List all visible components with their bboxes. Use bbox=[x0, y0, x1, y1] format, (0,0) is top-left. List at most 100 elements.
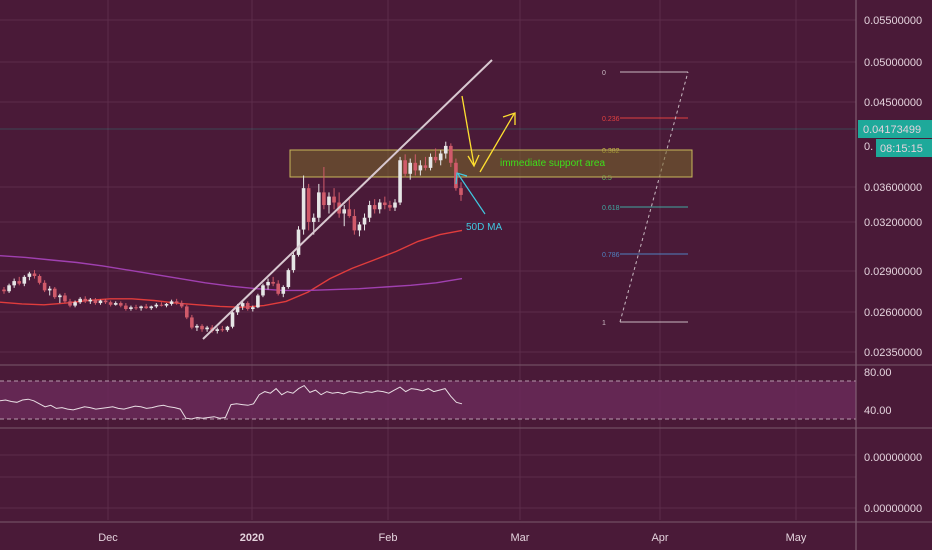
candle-body[interactable] bbox=[185, 306, 189, 318]
candle-body[interactable] bbox=[98, 300, 103, 304]
candle-body[interactable] bbox=[383, 202, 387, 206]
candle-body[interactable] bbox=[245, 303, 250, 309]
candle-body[interactable] bbox=[251, 307, 255, 309]
candle-body[interactable] bbox=[37, 276, 42, 283]
candle-body[interactable] bbox=[454, 162, 458, 189]
candle-body[interactable] bbox=[68, 301, 72, 306]
candle-body[interactable] bbox=[149, 306, 154, 309]
candle-body[interactable] bbox=[408, 162, 413, 174]
candle-body[interactable] bbox=[256, 295, 260, 308]
candle-body[interactable] bbox=[42, 282, 47, 291]
yellow-arrow-up[interactable] bbox=[479, 113, 515, 173]
candle-body[interactable] bbox=[352, 216, 357, 231]
candle-body[interactable] bbox=[88, 299, 93, 302]
candle-body[interactable] bbox=[154, 304, 159, 307]
candle-body[interactable] bbox=[332, 196, 336, 203]
candle-body[interactable] bbox=[169, 301, 174, 304]
uptrend-line[interactable] bbox=[202, 59, 493, 340]
candle-body[interactable] bbox=[164, 303, 169, 306]
candle-body[interactable] bbox=[311, 217, 316, 222]
candle-body[interactable] bbox=[438, 153, 443, 161]
candle-body[interactable] bbox=[225, 326, 230, 331]
candle-body[interactable] bbox=[12, 281, 16, 286]
candle-body[interactable] bbox=[347, 209, 352, 217]
candle-body[interactable] bbox=[63, 295, 67, 302]
candle-body[interactable] bbox=[306, 188, 311, 222]
candle-body[interactable] bbox=[286, 270, 291, 288]
candle-body[interactable] bbox=[296, 229, 301, 255]
candle-body[interactable] bbox=[393, 202, 397, 208]
yellow-arrow-down[interactable] bbox=[461, 95, 475, 166]
candle-body[interactable] bbox=[398, 160, 402, 203]
candle-body[interactable] bbox=[413, 162, 418, 171]
candle-body[interactable] bbox=[17, 281, 22, 284]
candle-body[interactable] bbox=[7, 285, 11, 292]
candle-body[interactable] bbox=[367, 205, 372, 218]
candle-body[interactable] bbox=[266, 281, 270, 286]
candle-body[interactable] bbox=[342, 209, 347, 214]
candle-body[interactable] bbox=[327, 196, 331, 206]
candle-body[interactable] bbox=[108, 302, 113, 305]
candle-body[interactable] bbox=[73, 302, 77, 306]
candle-body[interactable] bbox=[205, 327, 209, 330]
candle-body[interactable] bbox=[134, 307, 138, 309]
candle-body[interactable] bbox=[240, 303, 245, 307]
candle-body[interactable] bbox=[93, 299, 98, 304]
candle-body[interactable] bbox=[322, 192, 326, 206]
candle-body[interactable] bbox=[144, 306, 148, 309]
cyan-arrow[interactable] bbox=[457, 173, 486, 215]
candle-body[interactable] bbox=[372, 205, 377, 210]
candle-body[interactable] bbox=[103, 300, 108, 303]
candle-body[interactable] bbox=[403, 160, 407, 174]
candle-body[interactable] bbox=[190, 317, 194, 328]
candle-body[interactable] bbox=[83, 298, 88, 302]
candle-body[interactable] bbox=[52, 288, 57, 298]
candle-body[interactable] bbox=[118, 303, 123, 306]
candle-body[interactable] bbox=[2, 289, 6, 292]
candle-body[interactable] bbox=[220, 329, 225, 331]
candle-body[interactable] bbox=[230, 312, 235, 327]
candle-body[interactable] bbox=[449, 145, 453, 163]
candle-body[interactable] bbox=[428, 156, 433, 168]
candle-body[interactable] bbox=[215, 329, 220, 331]
candle-body[interactable] bbox=[433, 156, 438, 161]
candle-body[interactable] bbox=[235, 306, 240, 313]
candle-body[interactable] bbox=[139, 306, 143, 309]
support-area[interactable] bbox=[289, 149, 693, 178]
candle-body[interactable] bbox=[271, 281, 275, 284]
candle-body[interactable] bbox=[317, 192, 321, 218]
candle-body[interactable] bbox=[261, 285, 265, 296]
trendline[interactable] bbox=[202, 59, 493, 340]
candle-body[interactable] bbox=[418, 165, 423, 171]
candle-body[interactable] bbox=[179, 303, 184, 307]
candle-body[interactable] bbox=[78, 298, 82, 303]
candle-body[interactable] bbox=[129, 307, 133, 309]
candle-body[interactable] bbox=[443, 145, 448, 154]
candle-body[interactable] bbox=[32, 273, 37, 277]
candle-body[interactable] bbox=[362, 217, 367, 225]
candle-body[interactable] bbox=[388, 205, 392, 208]
candle-body[interactable] bbox=[27, 273, 32, 277]
arrows[interactable] bbox=[455, 95, 516, 215]
candle-body[interactable] bbox=[124, 305, 128, 309]
candle-body[interactable] bbox=[22, 276, 27, 284]
candle-body[interactable] bbox=[459, 188, 463, 195]
candle-body[interactable] bbox=[281, 287, 286, 294]
candle-body[interactable] bbox=[301, 188, 306, 230]
candle-body[interactable] bbox=[113, 303, 118, 305]
candle-body[interactable] bbox=[47, 288, 52, 291]
candle-body[interactable] bbox=[357, 224, 362, 231]
candle-body[interactable] bbox=[200, 325, 204, 330]
candle-body[interactable] bbox=[174, 301, 179, 304]
candle-body[interactable] bbox=[195, 325, 199, 328]
support-zone-rect[interactable] bbox=[289, 149, 693, 178]
candle-body[interactable] bbox=[58, 295, 62, 298]
candle-body[interactable] bbox=[276, 283, 280, 294]
candle-body[interactable] bbox=[377, 202, 382, 210]
candle-body[interactable] bbox=[291, 254, 296, 271]
candle-body[interactable] bbox=[159, 304, 164, 306]
candle-body[interactable] bbox=[423, 165, 428, 168]
candles[interactable] bbox=[2, 141, 463, 334]
